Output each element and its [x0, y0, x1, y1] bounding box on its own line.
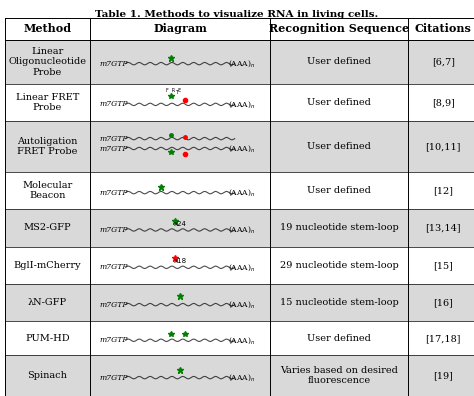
FancyBboxPatch shape: [408, 121, 474, 172]
Text: T: T: [175, 90, 178, 95]
FancyBboxPatch shape: [5, 209, 90, 247]
FancyBboxPatch shape: [5, 284, 90, 321]
Text: 29 nucleotide stem-loop: 29 nucleotide stem-loop: [280, 261, 398, 270]
Text: Diagram: Diagram: [153, 23, 207, 34]
Text: [8,9]: [8,9]: [432, 98, 455, 107]
Text: 19 nucleotide stem-loop: 19 nucleotide stem-loop: [280, 223, 398, 232]
FancyBboxPatch shape: [5, 121, 90, 172]
Text: m7GTP: m7GTP: [100, 373, 128, 382]
Text: [16]: [16]: [433, 298, 453, 307]
Text: User defined: User defined: [307, 186, 371, 195]
FancyBboxPatch shape: [90, 18, 270, 40]
Text: Recognition Sequence: Recognition Sequence: [269, 23, 409, 34]
FancyBboxPatch shape: [90, 209, 270, 247]
Text: [12]: [12]: [433, 186, 453, 195]
Text: (AAA)$_n$: (AAA)$_n$: [228, 143, 256, 154]
Text: Method: Method: [23, 23, 72, 34]
Text: m7GTP: m7GTP: [100, 100, 128, 109]
FancyBboxPatch shape: [90, 84, 270, 121]
FancyBboxPatch shape: [270, 321, 408, 355]
FancyBboxPatch shape: [408, 247, 474, 284]
Text: [17,18]: [17,18]: [426, 334, 461, 343]
Text: PUM-HD: PUM-HD: [25, 334, 70, 343]
FancyBboxPatch shape: [408, 40, 474, 84]
Text: Spinach: Spinach: [27, 371, 67, 380]
FancyBboxPatch shape: [408, 172, 474, 209]
Text: User defined: User defined: [307, 142, 371, 151]
Text: (AAA)$_n$: (AAA)$_n$: [228, 187, 256, 198]
FancyBboxPatch shape: [408, 321, 474, 355]
Text: m7GTP: m7GTP: [100, 60, 128, 68]
FancyBboxPatch shape: [5, 321, 90, 355]
FancyBboxPatch shape: [270, 121, 408, 172]
FancyBboxPatch shape: [90, 172, 270, 209]
Text: (AAA)$_n$: (AAA)$_n$: [228, 335, 256, 346]
FancyBboxPatch shape: [5, 355, 90, 396]
FancyBboxPatch shape: [408, 18, 474, 40]
FancyBboxPatch shape: [90, 284, 270, 321]
Text: [13,14]: [13,14]: [425, 223, 461, 232]
Text: [6,7]: [6,7]: [432, 57, 455, 66]
FancyBboxPatch shape: [90, 121, 270, 172]
Text: Varies based on desired
fluorescence: Varies based on desired fluorescence: [280, 366, 398, 385]
Text: x18: x18: [173, 258, 187, 265]
Text: MS2-GFP: MS2-GFP: [24, 223, 71, 232]
FancyBboxPatch shape: [5, 172, 90, 209]
FancyBboxPatch shape: [408, 284, 474, 321]
Text: BglI-mCherry: BglI-mCherry: [14, 261, 81, 270]
FancyBboxPatch shape: [270, 172, 408, 209]
Text: Linear
Oligonucleotide
Probe: Linear Oligonucleotide Probe: [9, 47, 86, 76]
FancyBboxPatch shape: [5, 18, 90, 40]
Text: [19]: [19]: [433, 371, 453, 380]
FancyBboxPatch shape: [90, 40, 270, 84]
Text: User defined: User defined: [307, 98, 371, 107]
Text: (AAA)$_n$: (AAA)$_n$: [228, 225, 256, 236]
Text: (AAA)$_n$: (AAA)$_n$: [228, 262, 256, 273]
Text: [15]: [15]: [433, 261, 453, 270]
Text: (AAA)$_n$: (AAA)$_n$: [228, 58, 256, 69]
Text: (AAA)$_n$: (AAA)$_n$: [228, 299, 256, 310]
Text: m7GTP: m7GTP: [100, 145, 128, 152]
Text: [10,11]: [10,11]: [426, 142, 461, 151]
FancyBboxPatch shape: [270, 284, 408, 321]
FancyBboxPatch shape: [5, 40, 90, 84]
FancyBboxPatch shape: [90, 355, 270, 396]
Text: 15 nucleotide stem-loop: 15 nucleotide stem-loop: [280, 298, 398, 307]
Text: User defined: User defined: [307, 57, 371, 66]
Text: m7GTP: m7GTP: [100, 135, 128, 143]
FancyBboxPatch shape: [408, 209, 474, 247]
Text: m7GTP: m7GTP: [100, 263, 128, 271]
Text: (AAA)$_n$: (AAA)$_n$: [228, 372, 256, 383]
Text: F  R  E: F R E: [166, 88, 181, 93]
FancyBboxPatch shape: [5, 247, 90, 284]
FancyBboxPatch shape: [270, 355, 408, 396]
Text: Linear FRET
Probe: Linear FRET Probe: [16, 93, 79, 112]
Text: m7GTP: m7GTP: [100, 226, 128, 234]
Text: x24: x24: [173, 221, 187, 227]
Text: m7GTP: m7GTP: [100, 336, 128, 344]
FancyBboxPatch shape: [408, 84, 474, 121]
FancyBboxPatch shape: [408, 355, 474, 396]
FancyBboxPatch shape: [90, 321, 270, 355]
Text: λN-GFP: λN-GFP: [28, 298, 67, 307]
FancyBboxPatch shape: [90, 247, 270, 284]
Text: m7GTP: m7GTP: [100, 188, 128, 197]
Text: Molecular
Beacon: Molecular Beacon: [22, 181, 73, 200]
Text: Citations: Citations: [415, 23, 472, 34]
FancyBboxPatch shape: [5, 84, 90, 121]
FancyBboxPatch shape: [270, 247, 408, 284]
Text: User defined: User defined: [307, 334, 371, 343]
FancyBboxPatch shape: [270, 209, 408, 247]
Text: Autoligation
FRET Probe: Autoligation FRET Probe: [17, 137, 78, 156]
FancyBboxPatch shape: [270, 40, 408, 84]
FancyBboxPatch shape: [270, 84, 408, 121]
Text: m7GTP: m7GTP: [100, 301, 128, 308]
Text: Table 1. Methods to visualize RNA in living cells.: Table 1. Methods to visualize RNA in liv…: [95, 10, 379, 19]
FancyBboxPatch shape: [270, 18, 408, 40]
Text: (AAA)$_n$: (AAA)$_n$: [228, 99, 256, 110]
